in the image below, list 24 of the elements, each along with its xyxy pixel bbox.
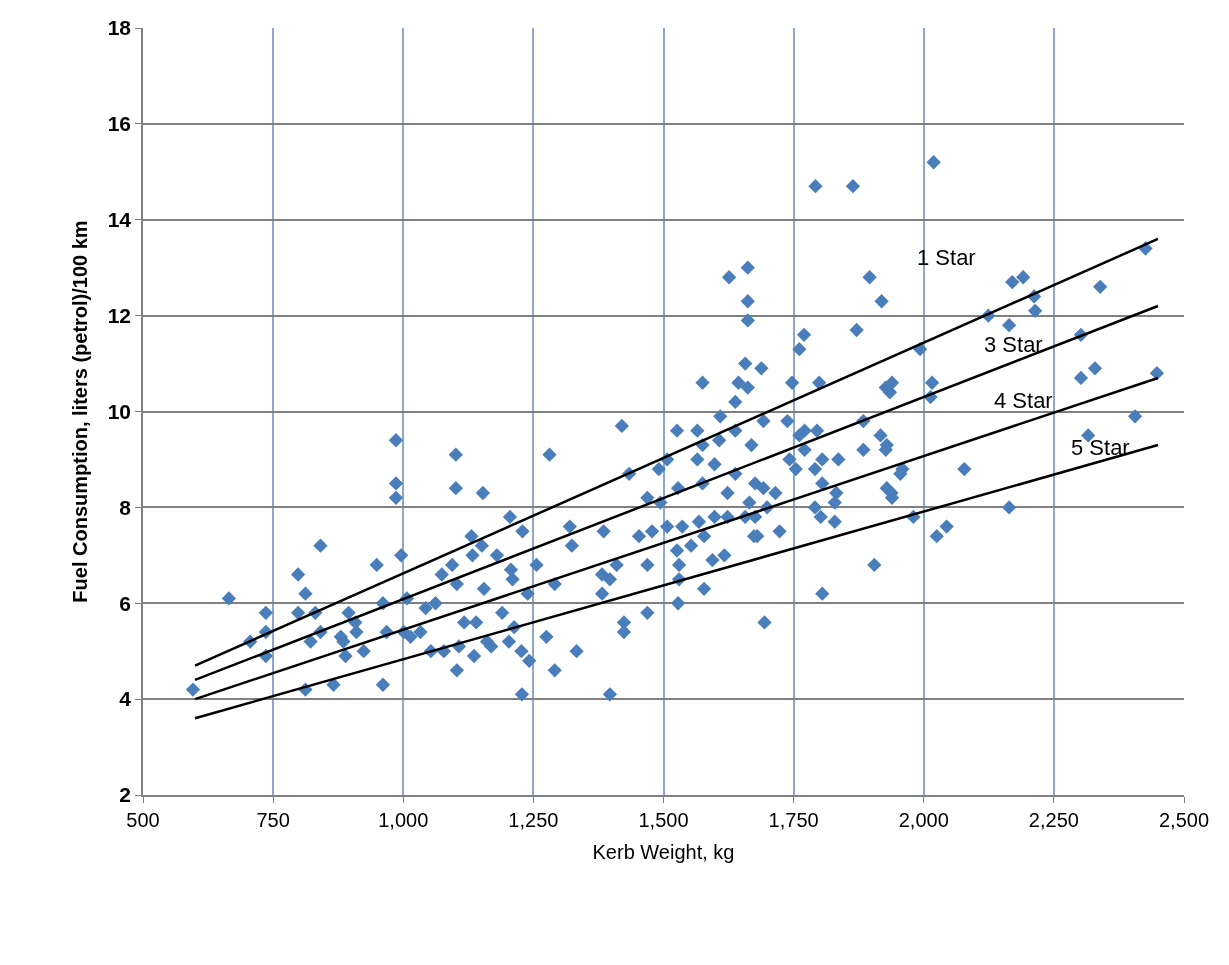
x-tick-label: 1,250 <box>508 808 559 831</box>
x-tick-label: 1,750 <box>768 808 819 831</box>
series-label: 3 Star <box>984 332 1043 357</box>
x-tick-label: 2,500 <box>1158 808 1210 831</box>
y-tick-label: 6 <box>119 591 132 615</box>
y-tick-label: 2 <box>119 783 132 807</box>
x-tick-label: 750 <box>256 808 290 831</box>
y-tick-label: 18 <box>107 16 132 40</box>
y-tick-label: 8 <box>119 495 132 519</box>
x-tick-label: 2,250 <box>1028 808 1079 831</box>
text: 1 Star <box>917 245 976 270</box>
y-tick-label: 10 <box>107 399 132 423</box>
y-tick-label: 14 <box>107 208 132 232</box>
x-tick-label: 2,000 <box>898 808 949 831</box>
y-tick-label: 16 <box>107 112 132 136</box>
x-axis-title: Kerb Weight, kg <box>592 840 735 863</box>
y-tick-label: 4 <box>119 687 132 711</box>
y-axis-title: Fuel Consumption, liters (petrol)/100 km <box>68 220 91 603</box>
y-tick-label: 12 <box>107 303 132 327</box>
series-label: 4 Star <box>994 388 1053 413</box>
x-tick-label: 1,500 <box>638 808 689 831</box>
x-tick-label: 1,000 <box>378 808 429 831</box>
x-tick-label: 500 <box>126 808 160 831</box>
series-label: 5 Star <box>1071 435 1130 460</box>
